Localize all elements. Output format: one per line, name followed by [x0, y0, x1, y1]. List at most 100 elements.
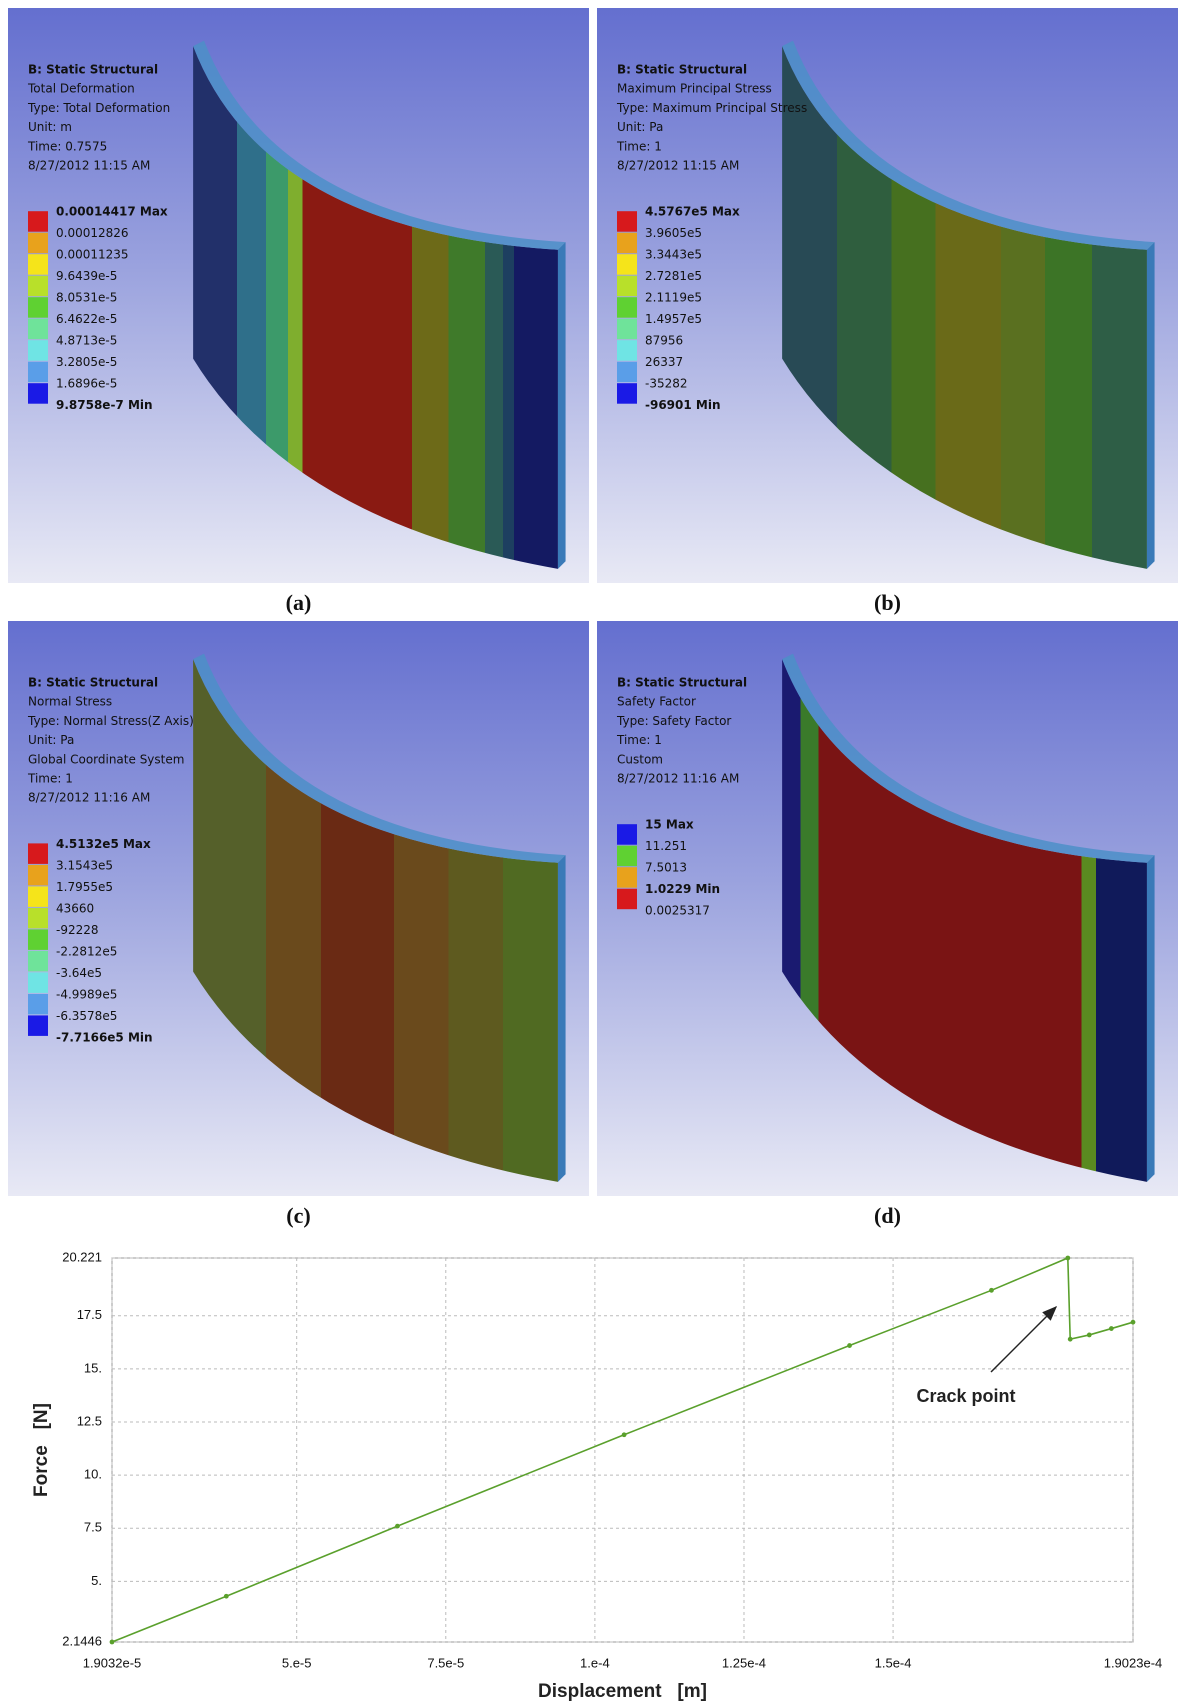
header-line: Maximum Principal Stress: [617, 82, 772, 96]
y-tick-label: 17.5: [77, 1307, 102, 1322]
legend-label: -92228: [56, 923, 99, 937]
legend-swatch: [617, 211, 637, 232]
data-point: [1108, 1326, 1114, 1331]
data-point: [395, 1523, 400, 1529]
header-line: 8/27/2012 11:16 AM: [28, 791, 150, 805]
legend-swatch: [28, 993, 48, 1015]
panel: B: Static Structural Maximum Principal St…: [597, 8, 1178, 583]
annotation-arrow: [990, 1305, 1058, 1373]
blade-edge: [193, 653, 566, 863]
legend-swatch: [28, 340, 48, 361]
legend-label: 43660: [56, 901, 94, 915]
x-tick-label: 5.e-5: [282, 1655, 312, 1670]
x-tick-label: 1.25e-4: [722, 1655, 766, 1670]
legend-swatch: [617, 867, 637, 888]
legend-swatch: [28, 972, 48, 993]
legend-swatch: [617, 297, 637, 318]
blade: [782, 653, 1155, 1182]
blade-side: [1146, 242, 1155, 569]
legend-label: -3.64e5: [56, 966, 102, 980]
legend-swatch: [28, 361, 48, 383]
y-tick-label: 10.: [84, 1467, 102, 1482]
panel: B: Static Structural Total Deformation Typ…: [8, 8, 589, 583]
legend-swatch: [617, 383, 637, 404]
header-line: Total Deformation: [27, 82, 135, 96]
legend-label: -96901 Min: [645, 398, 721, 412]
legend-swatch: [28, 297, 48, 318]
legend-label: 4.8713e-5: [56, 334, 117, 348]
blade-side: [557, 242, 566, 569]
blade-face: [782, 46, 1147, 569]
blade-face: [193, 46, 558, 569]
legend-label: 87956: [645, 334, 683, 348]
x-tick-label: 1.e-4: [580, 1655, 610, 1670]
header-line: 8/27/2012 11:16 AM: [617, 772, 739, 786]
x-tick-label: 1.9032e-5: [83, 1655, 142, 1670]
header-line: 8/27/2012 11:15 AM: [617, 159, 739, 173]
legend-swatch: [28, 275, 48, 297]
blade-edge: [782, 653, 1155, 863]
y-axis-label: Force [N]: [31, 1403, 52, 1497]
y-tick-label: 20.221: [62, 1249, 102, 1264]
header-line: B: Static Structural: [28, 676, 158, 690]
legend-label: 3.3443e5: [645, 248, 702, 262]
legend-label: 3.1543e5: [56, 858, 113, 872]
legend-swatch: [617, 232, 637, 254]
blade: [782, 40, 1155, 569]
header-line: B: Static Structural: [617, 676, 747, 690]
data-point: [1067, 1336, 1073, 1342]
legend-swatch: [28, 318, 48, 340]
x-tick-label: 7.5e-5: [427, 1655, 464, 1670]
legend-label: 6.4622e-5: [56, 312, 117, 326]
blade: [193, 653, 566, 1182]
legend-label: -35282: [645, 377, 688, 391]
legend-swatch: [617, 318, 637, 340]
legend-swatch: [28, 383, 48, 404]
legend-swatch: [28, 907, 48, 929]
legend-swatch: [617, 254, 637, 275]
blade-face: [782, 659, 1147, 1182]
y-tick-label: 2.1446: [62, 1633, 102, 1648]
data-point: [847, 1343, 852, 1348]
legend-swatch: [28, 843, 48, 864]
legend-swatch: [617, 888, 637, 910]
header-line: Unit: m: [28, 120, 72, 134]
legend-swatch: [28, 1015, 48, 1036]
legend-label: 9.6439e-5: [56, 269, 117, 283]
blade-side: [557, 855, 566, 1182]
y-tick-label: 5.: [91, 1573, 102, 1588]
legend-label: 0.00011235: [56, 248, 129, 262]
legend-label: 1.4957e5: [645, 312, 702, 326]
x-tick-label: 1.5e-4: [875, 1655, 912, 1670]
legend-label: 0.00014417 Max: [56, 205, 168, 219]
legend-swatch: [28, 232, 48, 254]
legend-label: 0.00012826: [56, 226, 129, 240]
legend-label: 9.8758e-7 Min: [56, 398, 153, 412]
y-tick-label: 12.5: [77, 1413, 102, 1428]
legend-swatch: [28, 211, 48, 232]
legend-swatch: [617, 361, 637, 383]
legend-label: -2.2812e5: [56, 944, 117, 958]
legend-label: 2.1119e5: [645, 291, 702, 305]
x-tick-label: 1.9023e-4: [1104, 1655, 1163, 1670]
blade: [193, 40, 566, 569]
legend-swatch: [28, 864, 48, 886]
blade-side: [1146, 855, 1155, 1182]
header-line: Unit: Pa: [617, 120, 663, 134]
legend-swatch: [28, 254, 48, 275]
legend-swatch: [28, 929, 48, 950]
legend-label: 1.7955e5: [56, 880, 113, 894]
legend-label: 0.0025317: [645, 904, 710, 918]
data-point: [223, 1593, 229, 1599]
header-line: Time: 1: [27, 772, 73, 786]
legend-label: -6.3578e5: [56, 1009, 117, 1023]
header-line: B: Static Structural: [617, 63, 747, 77]
y-tick-label: 7.5: [84, 1520, 102, 1535]
legend-label: 1.6896e-5: [56, 377, 117, 391]
data-point: [1065, 1255, 1071, 1261]
legend-swatch: [617, 845, 637, 867]
data-point: [621, 1432, 627, 1438]
blade-face: [193, 659, 558, 1182]
header-line: Type: Total Deformation: [27, 101, 170, 115]
